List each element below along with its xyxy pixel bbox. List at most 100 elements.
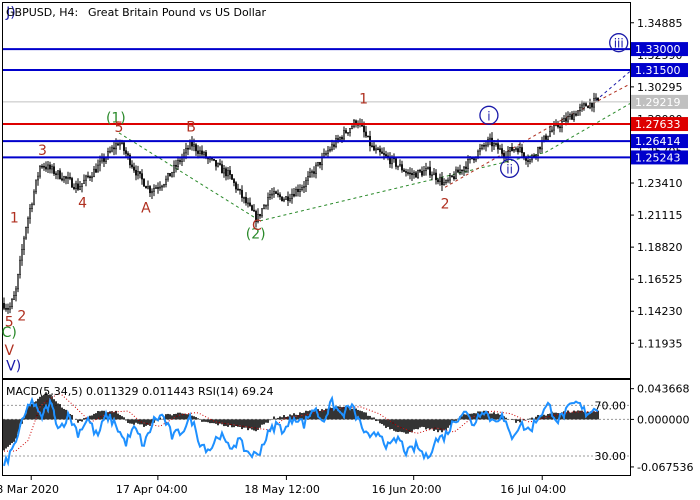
candle-body <box>147 186 149 189</box>
wave-label: 2 <box>441 196 450 212</box>
candle-body <box>189 141 191 150</box>
candle-body <box>563 118 565 122</box>
candle-body <box>537 146 539 156</box>
candle-body <box>591 102 593 108</box>
rsi-tick-label: 70.00 <box>595 399 627 412</box>
candle-body <box>273 191 275 195</box>
candle-body <box>235 182 237 190</box>
candle-body <box>379 148 381 153</box>
candle-body <box>167 173 169 180</box>
candle-body <box>187 147 189 150</box>
candle-body <box>439 177 441 183</box>
candle-body <box>63 176 65 181</box>
candle-body <box>339 137 341 140</box>
candle-body <box>19 259 21 275</box>
price-level-tag <box>631 150 688 165</box>
candle-body <box>365 131 367 137</box>
candle-body <box>221 164 223 174</box>
candle-body <box>311 171 313 173</box>
candle-body <box>159 186 161 189</box>
candle-body <box>67 176 69 179</box>
candle-body <box>347 132 349 134</box>
candle-body <box>257 213 259 222</box>
candle-body <box>139 171 141 174</box>
candle-body <box>445 180 447 183</box>
candle-body <box>157 187 159 189</box>
candle-body <box>579 106 581 112</box>
candle-body <box>389 157 391 165</box>
candle-body <box>93 168 95 178</box>
candle-body <box>367 135 369 138</box>
candle-body <box>457 169 459 173</box>
candle-body <box>253 209 255 212</box>
price-level-tag <box>631 134 688 149</box>
corner-wave-mark: J) <box>5 5 16 21</box>
candle-body <box>501 148 503 154</box>
price-tick-label: 1.30295 <box>637 81 683 94</box>
candle-body <box>411 173 413 176</box>
candle-body <box>51 166 53 170</box>
candle-body <box>103 157 105 162</box>
candle-body <box>39 165 41 177</box>
candle-body <box>73 186 75 190</box>
indicator-panel-frame <box>2 379 631 476</box>
wave-label: 1 <box>359 92 368 108</box>
chart-description: Great Britain Pound vs US Dollar <box>88 6 267 19</box>
candle-body <box>123 142 125 151</box>
candle-body <box>3 302 5 309</box>
candle-body <box>195 144 197 152</box>
candle-body <box>101 157 103 162</box>
candle-body <box>171 172 173 177</box>
candle-body <box>41 165 43 168</box>
candle-body <box>293 193 295 197</box>
candle-body <box>35 179 37 193</box>
candle-body <box>549 131 551 137</box>
price-tick-label: 1.34885 <box>637 17 683 30</box>
candle-body <box>427 166 429 169</box>
candle-body <box>495 143 497 145</box>
candle-body <box>133 166 135 171</box>
candle-body <box>119 142 121 146</box>
candle-body <box>455 169 457 179</box>
candle-body <box>317 161 319 166</box>
candle-body <box>577 110 579 116</box>
candle-body <box>111 147 113 152</box>
candle-body <box>519 147 521 153</box>
rsi-line <box>3 395 599 467</box>
candle-body <box>193 144 195 147</box>
indicator-title: MACD(5,34,5) 0.011329 0.011443 RSI(14) 6… <box>6 385 273 398</box>
candle-body <box>263 205 265 210</box>
candle-body <box>83 179 85 184</box>
candle-body <box>251 205 253 211</box>
trend-line-green <box>118 132 261 222</box>
candle-body <box>91 176 93 179</box>
price-levels: 1.33000 1.31500 1.29219 1.27633 1.26414 1.252… <box>3 42 688 165</box>
price-tick-label: 1.23410 <box>637 177 683 190</box>
candle-body <box>287 196 289 201</box>
wave-label: 2 <box>17 309 26 325</box>
candle-body <box>275 191 277 194</box>
candle-body <box>153 188 155 192</box>
candle-body <box>307 175 309 181</box>
wave-label: 4 <box>78 196 87 212</box>
candle-body <box>497 143 499 150</box>
wave-label-circle <box>609 33 629 53</box>
time-tick-label: 17 Apr 04:00 <box>116 483 188 496</box>
candle-body <box>587 105 589 109</box>
wave-label: 5 <box>115 120 124 136</box>
candle-body <box>129 154 131 166</box>
candle-body <box>375 148 377 151</box>
candle-body <box>581 104 583 108</box>
candle-body <box>197 150 199 154</box>
candle-body <box>377 148 379 151</box>
candle-body <box>277 193 279 196</box>
candle-body <box>585 103 587 107</box>
candle-body <box>255 210 257 222</box>
wave-label: B <box>186 119 196 135</box>
price-level-label: 1.26414 <box>635 135 681 148</box>
candle-body <box>57 170 59 175</box>
candle-body <box>289 198 291 201</box>
candle-body <box>483 144 485 147</box>
candle-body <box>381 151 383 154</box>
